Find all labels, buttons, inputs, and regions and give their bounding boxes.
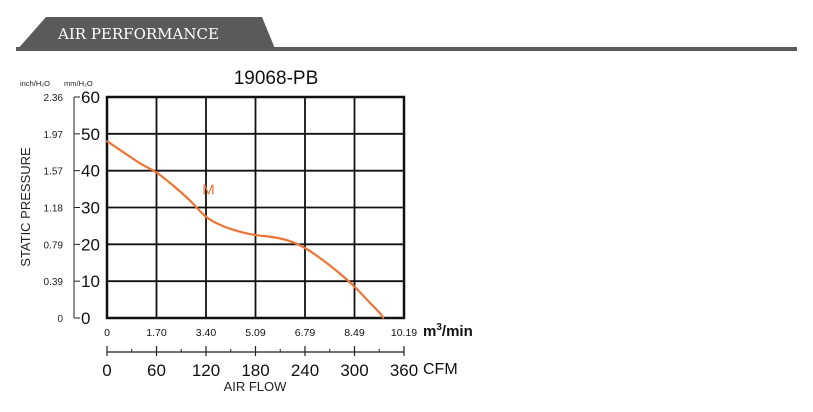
x-m3-tick-label: 10.19: [391, 327, 417, 339]
y-tick-label: 30: [81, 199, 100, 218]
data-point: [353, 285, 356, 288]
y-inch-tick-label: 0.79: [44, 240, 64, 251]
x-unit-m3-suffix: /min: [442, 323, 473, 340]
y-inch-tick-label: 1.18: [44, 204, 64, 215]
x-axis-label: AIR FLOW: [224, 379, 288, 394]
y-unit-inch: inch/H₂O: [20, 79, 50, 88]
grid: [105, 95, 406, 320]
x-cfm-tick-label: 240: [291, 361, 319, 380]
section-header: AIR PERFORMANCE: [16, 17, 797, 51]
header-tab: [16, 17, 276, 51]
x-unit-m3-base: m: [423, 323, 436, 340]
x-unit-m3-exp: 3: [436, 322, 442, 333]
data-point: [238, 230, 240, 233]
x-cfm-tick-label: 360: [390, 361, 418, 380]
x-unit-m3: m3/min: [423, 322, 473, 340]
y-inch-tick-label: 2.36: [44, 93, 64, 104]
data-point: [221, 225, 224, 227]
y-inch-tick-label: 1.97: [44, 130, 64, 141]
y-tick-label: 0: [81, 309, 90, 328]
data-point: [188, 199, 191, 202]
y-inch-tick-label: 0: [57, 314, 63, 325]
data-point: [320, 258, 323, 260]
data-point: [172, 184, 174, 187]
y-tick-label: 20: [81, 235, 100, 254]
series: M: [106, 140, 385, 319]
data-point: [106, 140, 108, 143]
x-cfm-tick-label: 180: [241, 361, 269, 380]
data-point: [139, 162, 141, 165]
data-point: [365, 298, 368, 301]
data-point: [122, 151, 125, 154]
x-unit-cfm: CFM: [423, 361, 458, 378]
x-cfm-tick-label: 60: [147, 361, 166, 380]
x-m3-tick-label: 1.70: [146, 327, 167, 339]
x-m3-tick-label: 8.49: [344, 327, 365, 339]
x-cfm-tick-label: 120: [192, 361, 220, 380]
x-m3-tick-label: 6.79: [295, 327, 316, 339]
x-cfm-tick-label: 0: [102, 361, 111, 380]
y-tick-label: 50: [81, 125, 100, 144]
x-m3-tick-label: 0: [104, 327, 110, 339]
data-point: [254, 234, 257, 237]
y-axis: 0 0 10 0.39 20 0.79 30 1.18 40 1.57 50 1.97 60 2.36: [44, 88, 100, 328]
y-tick-label: 10: [81, 272, 100, 291]
y-axis-label: STATIC PRESSURE: [18, 147, 33, 267]
y-inch-tick-label: 0.39: [44, 277, 64, 288]
chart-title: 19068-PB: [234, 68, 319, 89]
data-point: [271, 236, 273, 238]
header-title: AIR PERFORMANCE: [57, 25, 219, 43]
x-axis: 0 1.70 3.40 5.09 6.79 8.49 10.19 0 60 120 180 240 30…: [102, 327, 418, 380]
x-m3-tick-label: 3.40: [196, 327, 217, 339]
y-inch-tick-label: 1.57: [44, 167, 64, 178]
y-unit-mm: mm/H₂O: [64, 79, 93, 88]
data-point: [378, 311, 381, 314]
data-point: [287, 239, 290, 242]
data-point: [155, 171, 158, 174]
data-point: [304, 247, 306, 249]
header-underline: [16, 47, 797, 51]
series-label: M: [202, 182, 215, 199]
x-m3-tick-label: 5.09: [245, 327, 266, 339]
series-line-m: [106, 140, 385, 319]
y-tick-label: 60: [81, 88, 100, 107]
x-cfm-tick-label: 300: [340, 361, 368, 380]
y-tick-label: 40: [81, 162, 100, 181]
data-point: [337, 271, 339, 273]
data-point: [205, 215, 207, 218]
data-point: [382, 317, 385, 319]
